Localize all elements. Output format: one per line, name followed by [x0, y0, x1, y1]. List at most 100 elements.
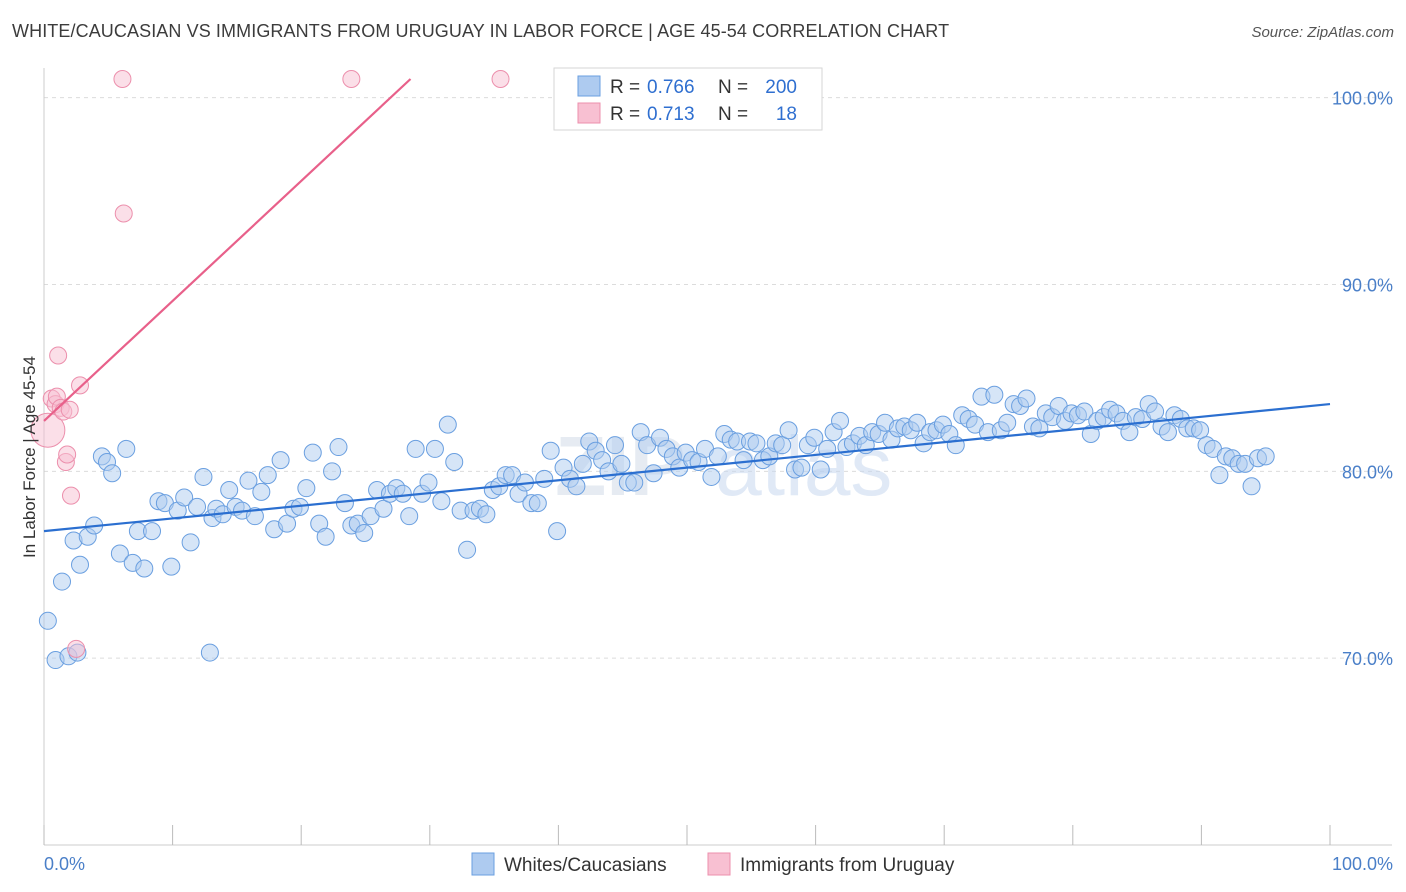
whites-point [194, 467, 213, 486]
whites-point [438, 415, 457, 434]
legend-n-value-blue: 200 [765, 77, 797, 98]
whites-point [258, 466, 277, 485]
y-tick-labels: 70.0% 80.0% 90.0% 100.0% [1332, 89, 1393, 669]
legend-r-value-pink: 0.713 [647, 104, 695, 125]
legend-r-value-blue: 0.766 [647, 77, 695, 98]
whites-point [220, 481, 239, 500]
whites-point [1256, 447, 1275, 466]
y-tick-label: 90.0% [1342, 276, 1393, 296]
whites-point [303, 443, 322, 462]
whites-trend-line [43, 402, 1331, 533]
whites-point [1210, 466, 1229, 485]
whites-point [252, 482, 271, 501]
bottom-legend-label-blue: Whites/Caucasians [504, 855, 667, 876]
whites-point [53, 572, 72, 591]
whites-point [316, 527, 335, 546]
uruguay-point [71, 376, 90, 395]
whites-point [297, 479, 316, 498]
y-tick-label: 70.0% [1342, 649, 1393, 669]
bottom-legend: Whites/Caucasians Immigrants from Urugua… [471, 852, 955, 876]
whites-point [432, 492, 451, 511]
whites-point [998, 413, 1017, 432]
legend-n-value-pink: 18 [776, 104, 797, 125]
whites-point [406, 439, 425, 458]
whites-point [548, 522, 567, 541]
whites-point [103, 464, 122, 483]
legend-r-label-pink: R = [610, 104, 640, 125]
series-whites-points [38, 385, 1275, 670]
whites-point [400, 507, 419, 526]
whites-point [374, 499, 393, 518]
whites-point [773, 436, 792, 455]
uruguay-trend-line [43, 78, 412, 422]
whites-point [239, 471, 258, 490]
whites-point [702, 467, 721, 486]
y-axis-label: In Labor Force | Age 45-54 [20, 356, 39, 558]
uruguay-point [114, 204, 133, 223]
whites-point [792, 458, 811, 477]
whites-point [708, 447, 727, 466]
uruguay-point [30, 412, 66, 448]
whites-point [175, 488, 194, 507]
source-credit: Source: ZipAtlas.com [1251, 24, 1394, 41]
whites-point [535, 469, 554, 488]
trend-lines [43, 78, 1331, 533]
chart-title: WHITE/CAUCASIAN VS IMMIGRANTS FROM URUGU… [12, 21, 950, 41]
whites-point [323, 462, 342, 481]
whites-point [985, 385, 1004, 404]
whites-point [1017, 389, 1036, 408]
whites-point [355, 523, 374, 542]
whites-point [1075, 402, 1094, 421]
whites-point [1158, 423, 1177, 442]
whites-point [1120, 423, 1139, 442]
whites-point [71, 555, 90, 574]
whites-point [625, 473, 644, 492]
uruguay-point [60, 400, 79, 419]
whites-point [946, 436, 965, 455]
x-tick-labels: 0.0% 100.0% [44, 854, 1393, 874]
whites-point [200, 643, 219, 662]
whites-point [573, 454, 592, 473]
whites-point [188, 497, 207, 516]
whites-point [425, 439, 444, 458]
whites-point [335, 494, 354, 513]
whites-point [908, 413, 927, 432]
whites-point [278, 514, 297, 533]
whites-point [779, 421, 798, 440]
whites-point [805, 428, 824, 447]
uruguay-point [113, 70, 132, 88]
whites-point [271, 451, 290, 470]
x-tick-label: 100.0% [1332, 854, 1393, 874]
whites-point [644, 464, 663, 483]
legend-n-label-blue: N = [718, 77, 748, 98]
uruguay-point [58, 445, 77, 464]
uruguay-point [49, 346, 68, 365]
whites-point [445, 453, 464, 471]
bottom-legend-swatch-blue [471, 852, 495, 876]
whites-point [811, 460, 830, 479]
whites-point [612, 454, 631, 473]
whites-point [831, 411, 850, 430]
whites-point [117, 439, 136, 458]
whites-point [734, 451, 753, 470]
whites-point [528, 494, 547, 513]
whites-point [181, 533, 200, 552]
whites-point [567, 477, 586, 496]
uruguay-point [67, 639, 86, 658]
legend-swatch-pink [577, 102, 601, 124]
x-tick-label: 0.0% [44, 854, 85, 874]
whites-point [458, 540, 477, 559]
axes [43, 68, 1392, 846]
uruguay-point [491, 70, 510, 88]
legend-r-label-blue: R = [610, 77, 640, 98]
whites-point [419, 473, 438, 492]
whites-point [747, 434, 766, 453]
uruguay-point [62, 486, 81, 505]
whites-point [110, 544, 129, 563]
whites-point [1242, 477, 1261, 496]
whites-point [1146, 402, 1165, 421]
legend-swatch-blue [577, 75, 601, 97]
whites-point [393, 484, 412, 503]
bottom-legend-label-pink: Immigrants from Uruguay [740, 855, 955, 876]
whites-point [245, 507, 264, 526]
